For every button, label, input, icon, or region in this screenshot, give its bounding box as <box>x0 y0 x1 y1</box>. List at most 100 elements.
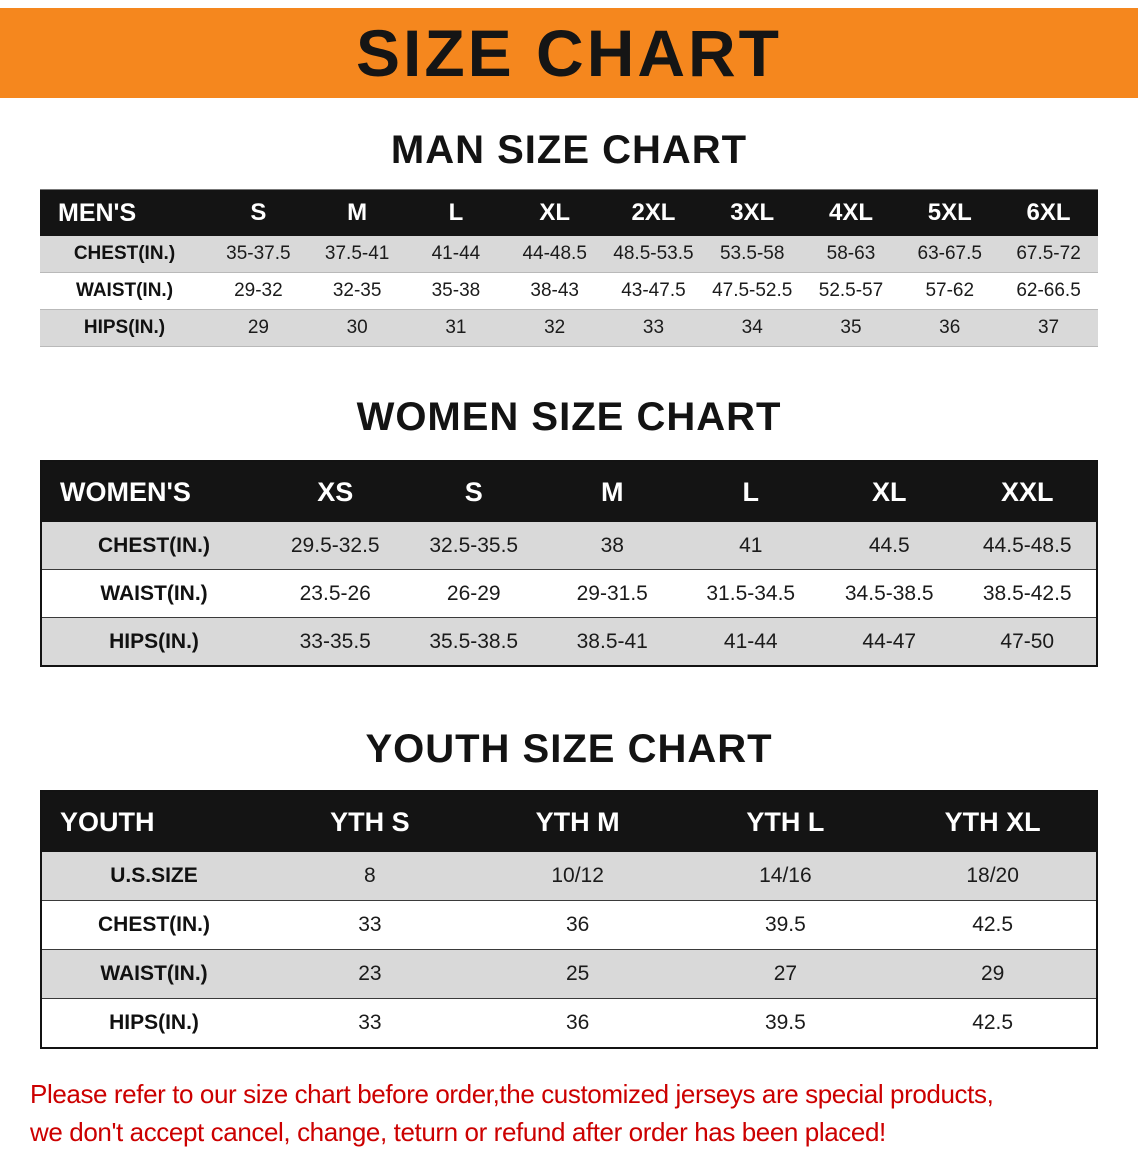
size-value-cell: 44.5 <box>868 533 910 557</box>
table-row: CHEST(IN.) 33 36 39.5 42.5 <box>41 901 1097 950</box>
youth-size-table: YOUTH YTH S YTH M YTH L YTH XL U.S.SIZE 8 10/12… <box>40 790 1098 1049</box>
size-value-cell: 41-44 <box>723 629 778 653</box>
row-label: WAIST(IN.) <box>100 962 208 985</box>
size-value-cell: 31 <box>445 317 467 338</box>
size-value-cell: 35-37.5 <box>226 243 291 264</box>
table-corner-label: YOUTH <box>41 791 266 852</box>
size-value-cell: 35 <box>840 317 862 338</box>
size-value-cell: 52.5-57 <box>818 280 884 301</box>
size-value-cell: 27 <box>773 962 798 985</box>
size-value-cell: 44-48.5 <box>522 243 587 264</box>
size-column-header: 5XL <box>900 189 1000 236</box>
table-row: WAIST(IN.) 23.5-26 26-29 29-31.5 31.5-34.5 34… <box>41 570 1097 618</box>
size-column-header: 6XL <box>999 189 1098 236</box>
banner-title: SIZE CHART <box>356 16 782 90</box>
table-header-row: WOMEN'S XS S M L XL XXL <box>41 461 1097 522</box>
size-value-cell: 23.5-26 <box>299 581 371 605</box>
table-row: WAIST(IN.) 23 25 27 29 <box>41 949 1097 999</box>
size-value-cell: 34 <box>741 317 763 338</box>
size-column-header: M <box>307 189 407 236</box>
row-label: WAIST(IN.) <box>75 280 174 301</box>
size-column-header: S <box>404 461 543 522</box>
size-value-cell: 33 <box>642 317 665 338</box>
size-column-header: M <box>543 461 682 522</box>
row-label: CHEST(IN.) <box>98 533 210 557</box>
size-column-header: L <box>406 189 506 236</box>
size-value-cell: 37 <box>1037 317 1060 338</box>
size-value-cell: 32.5-35.5 <box>429 533 519 557</box>
youth-size-chart-heading: YOUTH SIZE CHART <box>365 727 773 771</box>
size-column-header: YTH S <box>266 791 474 852</box>
table-row: U.S.SIZE 8 10/12 14/16 18/20 <box>41 852 1097 901</box>
size-value-cell: 58-63 <box>826 243 876 264</box>
row-label: WAIST(IN.) <box>100 581 208 605</box>
size-value-cell: 29 <box>247 317 269 338</box>
size-column-header: YTH L <box>681 791 890 852</box>
size-value-cell: 33-35.5 <box>299 629 371 653</box>
man-size-chart-section: MAN SIZE CHART MEN'S S M L XL 2XL 3XL 4XL 5XL 6XL… <box>0 128 1138 347</box>
size-value-cell: 23 <box>358 962 382 985</box>
disclaimer-line-1: Please refer to our size chart before or… <box>30 1079 994 1109</box>
size-value-cell: 38.5-42.5 <box>982 581 1072 605</box>
size-value-cell: 44.5-48.5 <box>982 533 1072 557</box>
size-value-cell: 8 <box>364 864 376 887</box>
size-value-cell: 29-32 <box>234 280 283 301</box>
size-value-cell: 35.5-38.5 <box>429 629 519 653</box>
size-column-header: 2XL <box>604 189 703 236</box>
table-row: HIPS(IN.) 29 30 31 32 33 34 35 36 37 <box>40 309 1098 347</box>
women-size-chart-section: WOMEN SIZE CHART WOMEN'S XS S M L XL XXL CHEST(… <box>0 395 1138 667</box>
size-column-header: XS <box>266 461 405 522</box>
size-value-cell: 38.5-41 <box>576 629 648 653</box>
table-row: CHEST(IN.) 29.5-32.5 32.5-35.5 38 41 44.5 44.5… <box>41 522 1097 570</box>
size-value-cell: 57-62 <box>925 280 975 301</box>
size-column-header: XXL <box>958 461 1097 522</box>
men-size-table: MEN'S S M L XL 2XL 3XL 4XL 5XL 6XL CHEST(IN.) 35-37… <box>40 189 1098 347</box>
youth-size-chart-section: YOUTH SIZE CHART YOUTH YTH S YTH M YTH L YTH… <box>0 727 1138 1049</box>
size-column-header: L <box>681 461 820 522</box>
size-value-cell: 39.5 <box>764 1011 806 1034</box>
page: SIZE CHART MAN SIZE CHART MEN'S S M L XL 2XL 3… <box>0 8 1138 1151</box>
women-size-chart-heading: WOMEN SIZE CHART <box>356 395 782 439</box>
size-value-cell: 36 <box>939 317 961 338</box>
size-value-cell: 33 <box>358 913 382 936</box>
row-label: HIPS(IN.) <box>109 629 199 653</box>
table-header-row: YOUTH YTH S YTH M YTH L YTH XL <box>41 791 1097 852</box>
size-value-cell: 32-35 <box>332 280 382 301</box>
size-value-cell: 53.5-58 <box>719 243 785 264</box>
table-corner-label: WOMEN'S <box>41 461 266 522</box>
size-value-cell: 47.5-52.5 <box>712 280 793 301</box>
size-value-cell: 63-67.5 <box>917 243 982 264</box>
table-row: WAIST(IN.) 29-32 32-35 35-38 38-43 43-47.5 47.… <box>40 273 1098 310</box>
size-value-cell: 29.5-32.5 <box>290 533 380 557</box>
size-value-cell: 36 <box>565 913 590 936</box>
size-value-cell: 48.5-53.5 <box>613 243 694 264</box>
size-value-cell: 38 <box>600 533 624 557</box>
size-column-header: YTH XL <box>889 791 1097 852</box>
size-value-cell: 29-31.5 <box>576 581 648 605</box>
size-value-cell: 39.5 <box>764 913 806 936</box>
size-value-cell: 43-47.5 <box>621 280 686 301</box>
size-column-header: YTH M <box>473 791 682 852</box>
row-label: CHEST(IN.) <box>98 913 210 936</box>
size-value-cell: 44-47 <box>862 629 917 653</box>
size-column-header: 3XL <box>702 189 802 236</box>
table-row: CHEST(IN.) 35-37.5 37.5-41 41-44 44-48.5 48.5… <box>40 236 1098 273</box>
size-value-cell: 30 <box>346 317 368 338</box>
size-column-header: XL <box>820 461 959 522</box>
size-value-cell: 26-29 <box>446 581 501 605</box>
table-corner-label: MEN'S <box>40 189 209 236</box>
size-value-cell: 47-50 <box>1000 629 1055 653</box>
row-label: CHEST(IN.) <box>73 243 176 264</box>
row-label: HIPS(IN.) <box>83 317 166 338</box>
size-value-cell: 67.5-72 <box>1016 243 1081 264</box>
row-label: U.S.SIZE <box>110 864 198 887</box>
size-value-cell: 41 <box>739 533 763 557</box>
row-label: HIPS(IN.) <box>109 1011 199 1034</box>
size-value-cell: 32 <box>544 317 566 338</box>
disclaimer-note: Please refer to our size chart before or… <box>0 1075 1138 1151</box>
disclaimer-line-2: we don't accept cancel, change, teturn o… <box>30 1117 886 1147</box>
size-value-cell: 25 <box>565 962 590 985</box>
size-value-cell: 31.5-34.5 <box>706 581 796 605</box>
size-value-cell: 62-66.5 <box>1016 280 1081 301</box>
size-value-cell: 33 <box>358 1011 382 1034</box>
